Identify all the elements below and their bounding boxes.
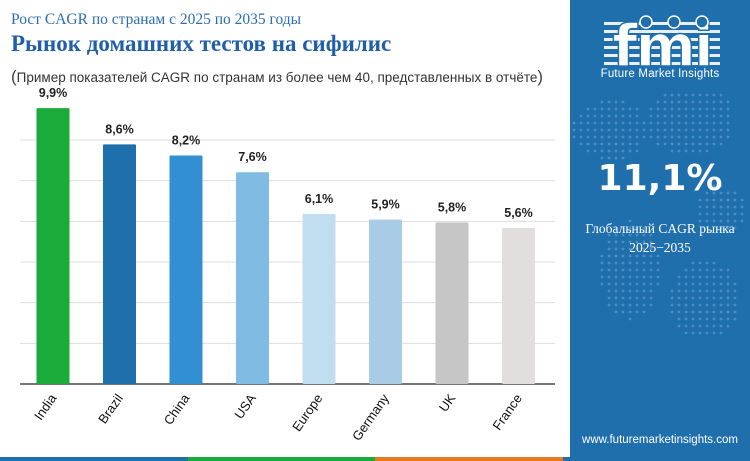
bar-india [36, 108, 70, 384]
bar-chart: 9,9% India 8,6% Brazil 8,2% China 7,6% USA 6,1% E… [20, 86, 555, 444]
footer-segment [187, 457, 375, 461]
data-label-uk: 5,8% [438, 200, 467, 214]
website-url[interactable]: www.futuremarketinsights.com [582, 434, 738, 446]
globe-icon-3 [695, 15, 709, 29]
data-label-india: 9,9% [39, 86, 68, 100]
globe-icon-2 [667, 15, 681, 29]
data-label-germany: 5,9% [371, 198, 400, 212]
global-cagr-label-line2: 2025−2035 [629, 240, 691, 255]
dotted-map-pattern [572, 93, 744, 335]
tick-label-germany: Germany [349, 391, 392, 444]
tick-label-uk: UK [436, 391, 459, 415]
note-text: Пример показателей CAGR по странам из бо… [16, 70, 538, 85]
note-close-paren: ) [537, 67, 544, 86]
global-cagr-value: 11,1% [597, 158, 723, 199]
tick-label-india: India [31, 390, 60, 422]
bar-europe [302, 214, 336, 384]
tick-label-usa: USA [231, 391, 259, 422]
logo-subtitle: Future Market Insights [600, 68, 720, 80]
data-label-china: 8,2% [172, 134, 201, 148]
tick-label-china: China [161, 390, 193, 427]
bar-uk [435, 222, 469, 384]
footer-color-bar [0, 457, 750, 461]
tick-label-france: France [489, 391, 524, 433]
global-cagr-label-line1: Глобальный CAGR рынка [585, 221, 735, 236]
data-label-europe: 6,1% [305, 192, 334, 206]
data-label-france: 5,6% [504, 206, 533, 220]
footer-segment [375, 457, 563, 461]
bar-china [169, 155, 203, 384]
footer-segment [0, 457, 188, 461]
footer-segment [562, 457, 750, 461]
chart-panel: 9,9% India 8,6% Brazil 8,2% China 7,6% USA 6,1% E… [11, 11, 555, 444]
tick-label-europe: Europe [289, 391, 325, 434]
global-cagr-label: Глобальный CAGR рынка 2025−2035 [570, 219, 750, 257]
data-label-brazil: 8,6% [105, 122, 134, 136]
bar-germany [369, 219, 402, 384]
tick-label-brazil: Brazil [95, 391, 126, 426]
note-open-paren: ( [11, 67, 17, 86]
chart-note: (Пример показателей CAGR по странам из б… [11, 67, 543, 87]
bar-usa [236, 172, 269, 384]
chart-title: Рынок домашних тестов на сифилис [11, 31, 392, 56]
globe-icon-1 [639, 15, 653, 29]
chart-subtitle: Рост CAGR по странам с 2025 по 2035 годы [11, 11, 302, 28]
bar-brazil [103, 144, 136, 384]
data-label-usa: 7,6% [238, 150, 267, 164]
fmi-logo: fmi [604, 11, 720, 81]
bar-france [502, 227, 535, 384]
summary-sidebar: fmi Future Market Insights 11,1% Глобаль… [570, 0, 750, 461]
